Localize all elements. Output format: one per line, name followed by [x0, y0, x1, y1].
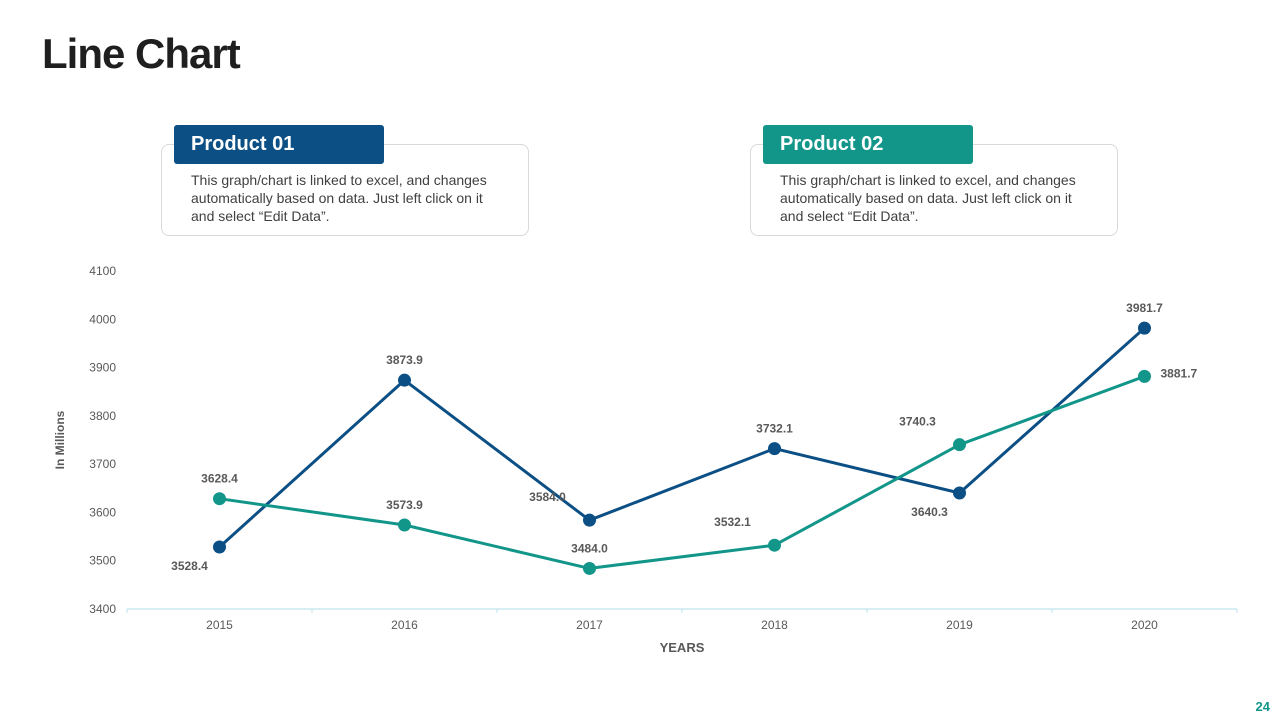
- y-tick-label: 3900: [89, 361, 116, 375]
- data-label: 3740.3: [899, 415, 936, 429]
- y-axis-title: In Millions: [53, 410, 67, 469]
- x-tick-label: 2018: [761, 618, 788, 632]
- data-point-product-02: [213, 492, 226, 506]
- x-tick-label: 2015: [206, 618, 233, 632]
- y-tick-label: 3600: [89, 505, 116, 519]
- data-point-product-01: [398, 373, 411, 387]
- slide-title: Line Chart: [42, 30, 241, 77]
- series-line-product-01: [218, 326, 1146, 549]
- y-tick-label: 4000: [89, 312, 116, 326]
- data-point-product-02: [398, 518, 411, 532]
- data-point-product-01: [213, 540, 226, 554]
- data-label: 3528.4: [171, 559, 208, 573]
- x-axis-title: YEARS: [660, 640, 705, 655]
- x-tick-label: 2020: [1131, 618, 1158, 632]
- data-label: 3584.0: [529, 490, 566, 504]
- data-label: 3628.4: [201, 472, 238, 486]
- x-tick-label: 2017: [576, 618, 603, 632]
- y-tick-label: 3400: [89, 602, 116, 616]
- data-label: 3881.7: [1161, 366, 1198, 380]
- data-label: 3484.0: [571, 541, 608, 555]
- y-tick-label: 3800: [89, 409, 116, 423]
- product-02-description: This graph/chart is linked to excel, and…: [780, 172, 1076, 224]
- data-label: 3573.9: [386, 498, 423, 512]
- data-point-product-01: [953, 486, 966, 500]
- product-02-label: Product 02: [763, 125, 973, 164]
- page-number: 24: [1255, 699, 1270, 714]
- data-label: 3640.3: [911, 505, 948, 519]
- product-01-label: Product 01: [174, 125, 384, 164]
- data-label: 3532.1: [714, 515, 751, 529]
- data-label: 3873.9: [386, 353, 423, 367]
- data-label: 3981.7: [1126, 301, 1163, 315]
- data-point-product-01: [768, 442, 781, 456]
- series-line-product-02: [219, 374, 1146, 570]
- data-point-product-02: [768, 538, 781, 552]
- y-tick-label: 3700: [89, 457, 116, 471]
- data-point-product-01: [583, 513, 596, 527]
- y-tick-label: 3500: [89, 554, 116, 568]
- x-tick-label: 2019: [946, 618, 973, 632]
- data-point-product-01: [1138, 321, 1151, 335]
- data-point-product-02: [1138, 369, 1151, 383]
- data-label: 3732.1: [756, 422, 793, 436]
- data-point-product-02: [953, 438, 966, 452]
- data-point-product-02: [583, 561, 596, 575]
- y-tick-label: 4100: [89, 264, 116, 278]
- product-01-description: This graph/chart is linked to excel, and…: [191, 172, 487, 224]
- x-tick-label: 2016: [391, 618, 418, 632]
